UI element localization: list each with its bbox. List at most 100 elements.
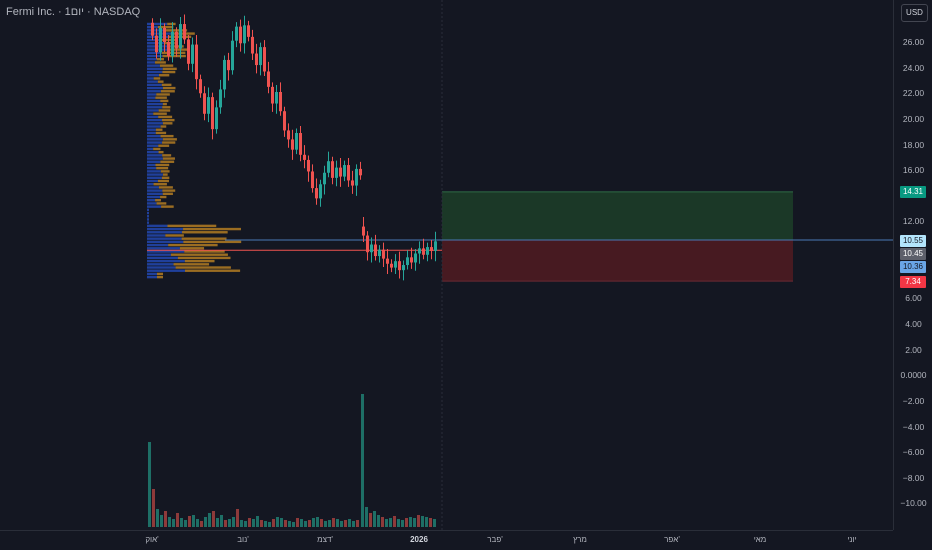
volume-profile-bar [177, 256, 231, 260]
volume-profile-bar [147, 275, 157, 279]
volume-profile-bar [147, 240, 184, 244]
volume-profile-bar [147, 134, 161, 138]
candle-body [370, 244, 373, 253]
volume-profile-bar [147, 215, 149, 218]
candle-body [243, 25, 246, 44]
candle-body [339, 167, 342, 177]
volume-profile-bar [147, 259, 185, 263]
candle-body [347, 165, 350, 181]
volume-bar [369, 513, 372, 527]
candle-body [319, 184, 322, 199]
candle-body [235, 26, 238, 41]
volume-bar [176, 513, 179, 527]
volume-profile-bar [182, 231, 228, 234]
chart-pane[interactable]: Fermi Inc. · 1יום · NASDAQ [0, 0, 893, 530]
volume-profile-bar [170, 253, 228, 256]
volume-profile-bar [153, 147, 161, 151]
candle-body [287, 130, 290, 140]
price-tick-label: 12.00 [902, 216, 925, 227]
chart-canvas[interactable] [0, 0, 893, 530]
volume-profile-bar [147, 195, 161, 199]
volume-profile-bar [184, 250, 225, 253]
time-tick-label: דצמ' [317, 535, 333, 544]
volume-profile-bar [147, 250, 185, 253]
volume-profile-bar [147, 205, 162, 208]
volume-bar [204, 517, 207, 527]
volume-bar [300, 519, 303, 527]
volume-profile-bar [153, 77, 161, 80]
volume-bar [152, 489, 155, 527]
candle-body [343, 165, 346, 177]
candle-body [151, 22, 154, 36]
volume-profile-bar [157, 80, 164, 83]
candle-body [331, 161, 334, 178]
candle-body [279, 91, 282, 112]
time-axis[interactable]: אוק' נוב' דצמ' 2026 פבר' מרץ אפר' מאי יוני [0, 530, 893, 550]
volume-bar [208, 513, 211, 527]
candle-body [159, 27, 162, 53]
candle-body [351, 180, 354, 186]
volume-bar [248, 518, 251, 527]
volume-profile-bar [147, 93, 157, 96]
volume-profile-bar [147, 160, 161, 163]
volume-profile-bar [147, 86, 163, 90]
volume-profile-bar [147, 118, 163, 122]
candle-body [359, 168, 362, 176]
time-tick-label: מאי [753, 535, 767, 544]
price-axis[interactable]: 26.00 24.00 22.00 20.00 18.00 16.00 12.00 6.00 4… [893, 0, 932, 530]
volume-profile-bar [162, 54, 186, 58]
volume-bar [224, 520, 227, 527]
candle-body [267, 71, 270, 87]
currency-button[interactable]: USD [901, 4, 928, 22]
candle-body [223, 59, 226, 90]
time-tick-label: מרץ [573, 535, 587, 544]
volume-bar [401, 520, 404, 527]
volume-profile-bar [162, 192, 173, 196]
volume-profile-bar [147, 99, 161, 103]
volume-profile-bar [147, 224, 168, 228]
volume-profile-bar [147, 266, 176, 269]
candle-body [323, 172, 326, 185]
volume-profile-bar [147, 125, 161, 128]
price-tick-label: 20.00 [902, 113, 925, 124]
volume-bar [324, 521, 327, 527]
volume-profile-bar [147, 231, 183, 234]
price-tick-label: −6.00 [902, 447, 925, 458]
price-tag: 7.34 [900, 276, 926, 288]
volume-bar [393, 516, 396, 527]
volume-profile-bar [162, 67, 177, 71]
volume-profile-bar [160, 125, 167, 128]
candle-body [434, 241, 437, 251]
price-tick-label: 24.00 [902, 62, 925, 73]
volume-bar [389, 518, 392, 527]
volume-profile-bar [158, 150, 164, 154]
candle-body [355, 168, 358, 186]
volume-bar [336, 519, 339, 527]
candle-body [291, 139, 294, 150]
volume-bar [172, 519, 175, 527]
volume-profile-bar [147, 199, 156, 202]
volume-profile-bar [160, 134, 174, 138]
symbol-title[interactable]: Fermi Inc. · 1יום · NASDAQ [6, 6, 141, 18]
volume-profile-bar [167, 22, 176, 26]
candle-body [259, 47, 262, 66]
volume-profile-bar [147, 221, 149, 224]
volume-profile-bar [161, 205, 174, 208]
volume-bar [421, 516, 424, 527]
candle-body [406, 257, 409, 266]
volume-profile-bar [155, 96, 167, 99]
volume-bar [160, 515, 163, 527]
volume-profile-bar [147, 64, 160, 67]
volume-profile-bar [158, 115, 173, 119]
volume-profile-bar [162, 70, 176, 74]
volume-bar [433, 519, 436, 527]
volume-profile-bar [147, 192, 163, 196]
volume-profile-bar [147, 189, 163, 192]
volume-profile-bar [183, 227, 241, 231]
volume-bar [280, 518, 283, 527]
volume-bar [320, 519, 323, 527]
volume-bar [425, 517, 428, 527]
candle-body [187, 39, 190, 64]
volume-profile-bar [162, 154, 172, 157]
volume-profile-bar [153, 182, 167, 186]
